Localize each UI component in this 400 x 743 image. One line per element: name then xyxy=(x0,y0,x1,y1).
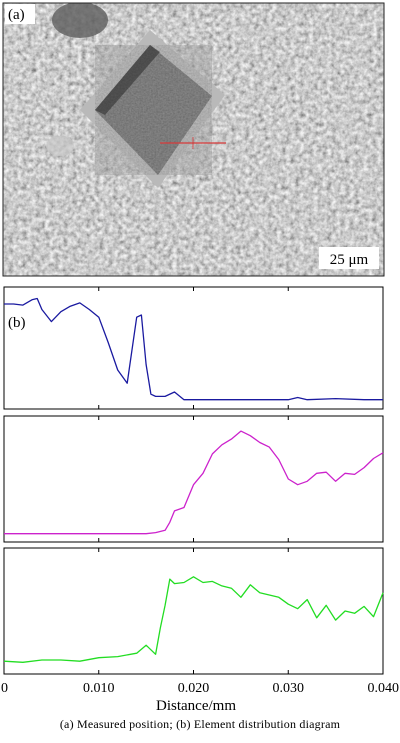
plot-frame-2 xyxy=(3,415,384,543)
x-tick-label: 0.040 xyxy=(368,681,400,696)
x-axis-title: Distance/mm xyxy=(156,698,236,714)
panel-b-label: (b) xyxy=(8,315,26,331)
sem-image xyxy=(2,2,385,277)
plot-frame-3 xyxy=(3,547,384,675)
scale-bar-box xyxy=(319,247,379,269)
scale-bar-label: 25 μm xyxy=(330,252,369,268)
series-line-2 xyxy=(4,430,384,535)
x-tick-label: 0.010 xyxy=(83,681,115,696)
x-tick-label: 0.030 xyxy=(273,681,305,696)
x-tick-labels: 0 0.010 0.020 0.030 0.040 xyxy=(1,681,399,696)
x-tick-label: 0.020 xyxy=(178,681,210,696)
series-layer xyxy=(3,297,384,663)
panel-a-label: (a) xyxy=(8,7,25,23)
panel-a-label-bg xyxy=(5,4,35,24)
figure-caption: (a) Measured position; (b) Element distr… xyxy=(59,717,341,731)
series-line-3 xyxy=(3,576,384,663)
x-tick-label: 0 xyxy=(1,681,8,696)
plot-frame-1 xyxy=(3,286,384,410)
series-line-1 xyxy=(4,297,383,401)
x-ticks-top xyxy=(3,287,384,674)
